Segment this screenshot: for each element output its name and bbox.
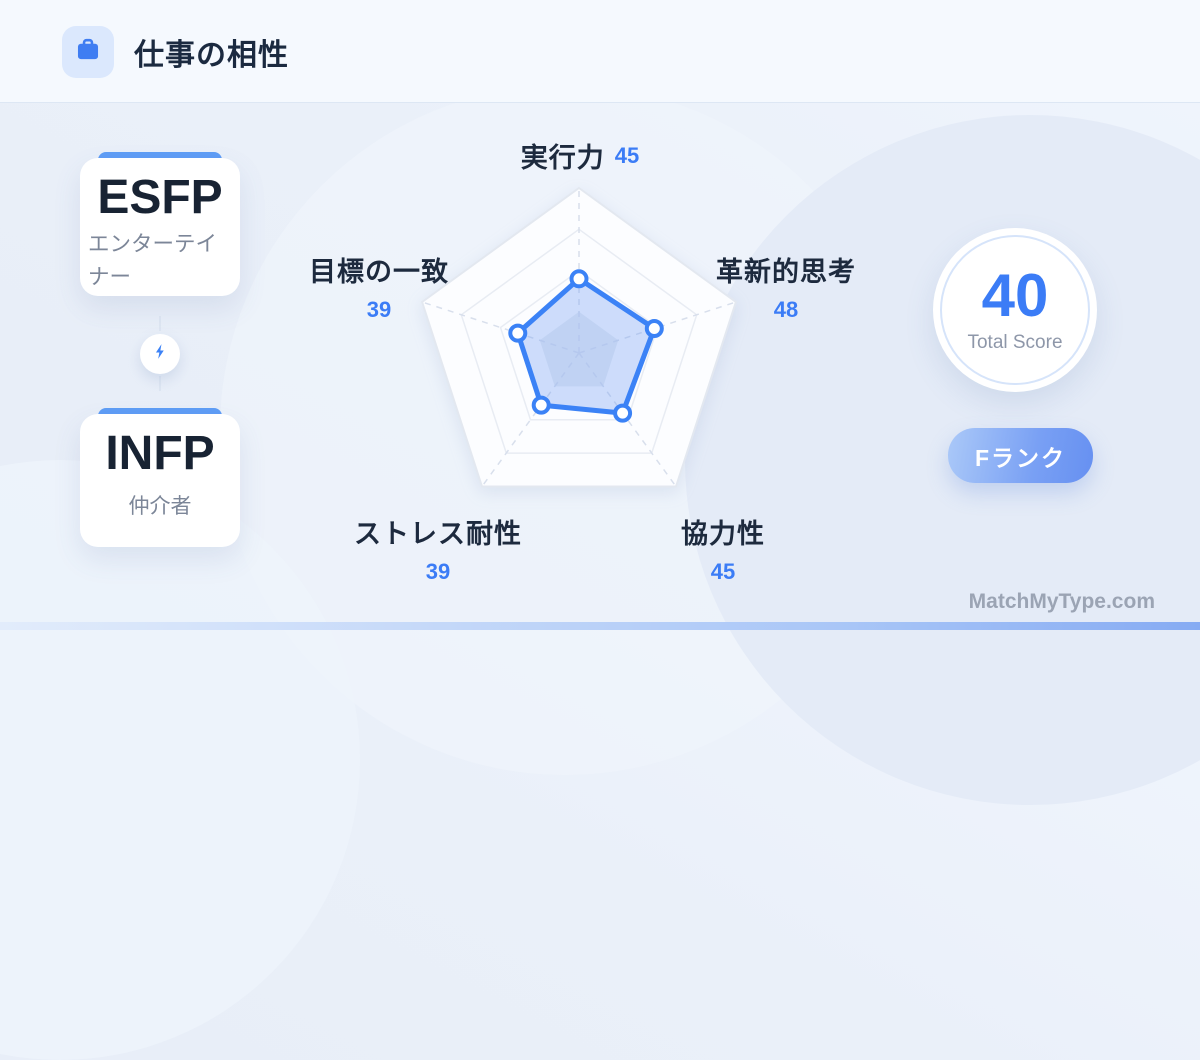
- personality-type: ESFP: [97, 171, 223, 224]
- axis-value: 39: [366, 297, 392, 322]
- connector-line: [159, 316, 161, 331]
- briefcase-icon: [74, 36, 102, 69]
- score-ring: [940, 235, 1090, 385]
- personality-nickname: エンターテイナー: [88, 232, 218, 290]
- axis-value: 45: [710, 559, 736, 584]
- versus-connector: [140, 334, 180, 374]
- axis-value: 48: [773, 297, 799, 322]
- radar-chart: [420, 186, 738, 488]
- rank-badge: Fランク: [948, 428, 1093, 483]
- briefcase-icon-chip: [62, 26, 114, 78]
- axis-label-goal-alignment: 目標の一致 39: [293, 250, 465, 323]
- personality-nickname: 仲介者: [128, 495, 192, 518]
- axis-name: 目標の一致: [309, 257, 449, 287]
- total-score-circle: 40 Total Score: [933, 228, 1097, 392]
- axis-label-execution: 実行力 45: [430, 136, 730, 175]
- axis-label-cooperation: 協力性 45: [637, 512, 809, 585]
- axis-label-innovative-thinking: 革新的思考 48: [700, 250, 872, 323]
- header: 仕事の相性: [0, 0, 1200, 103]
- axis-value: 39: [425, 559, 451, 584]
- lightning-bolt-icon: [152, 343, 169, 365]
- axis-name: 協力性: [681, 519, 765, 549]
- personality-card-infp: INFP 仲介者: [80, 414, 240, 547]
- page-title: 仕事の相性: [134, 38, 289, 72]
- axis-name: 革新的思考: [716, 257, 856, 287]
- personality-type: INFP: [105, 427, 215, 480]
- bottom-accent-bar: [0, 622, 1200, 630]
- axis-name: 実行力: [520, 143, 605, 173]
- axis-value: 45: [614, 142, 640, 168]
- personality-card-esfp: ESFP エンターテイナー: [80, 158, 240, 296]
- axis-name: ストレス耐性: [354, 519, 522, 549]
- axis-label-stress-tolerance: ストレス耐性 39: [352, 512, 524, 585]
- brand-watermark: MatchMyType.com: [968, 590, 1155, 613]
- connector-line: [159, 376, 161, 391]
